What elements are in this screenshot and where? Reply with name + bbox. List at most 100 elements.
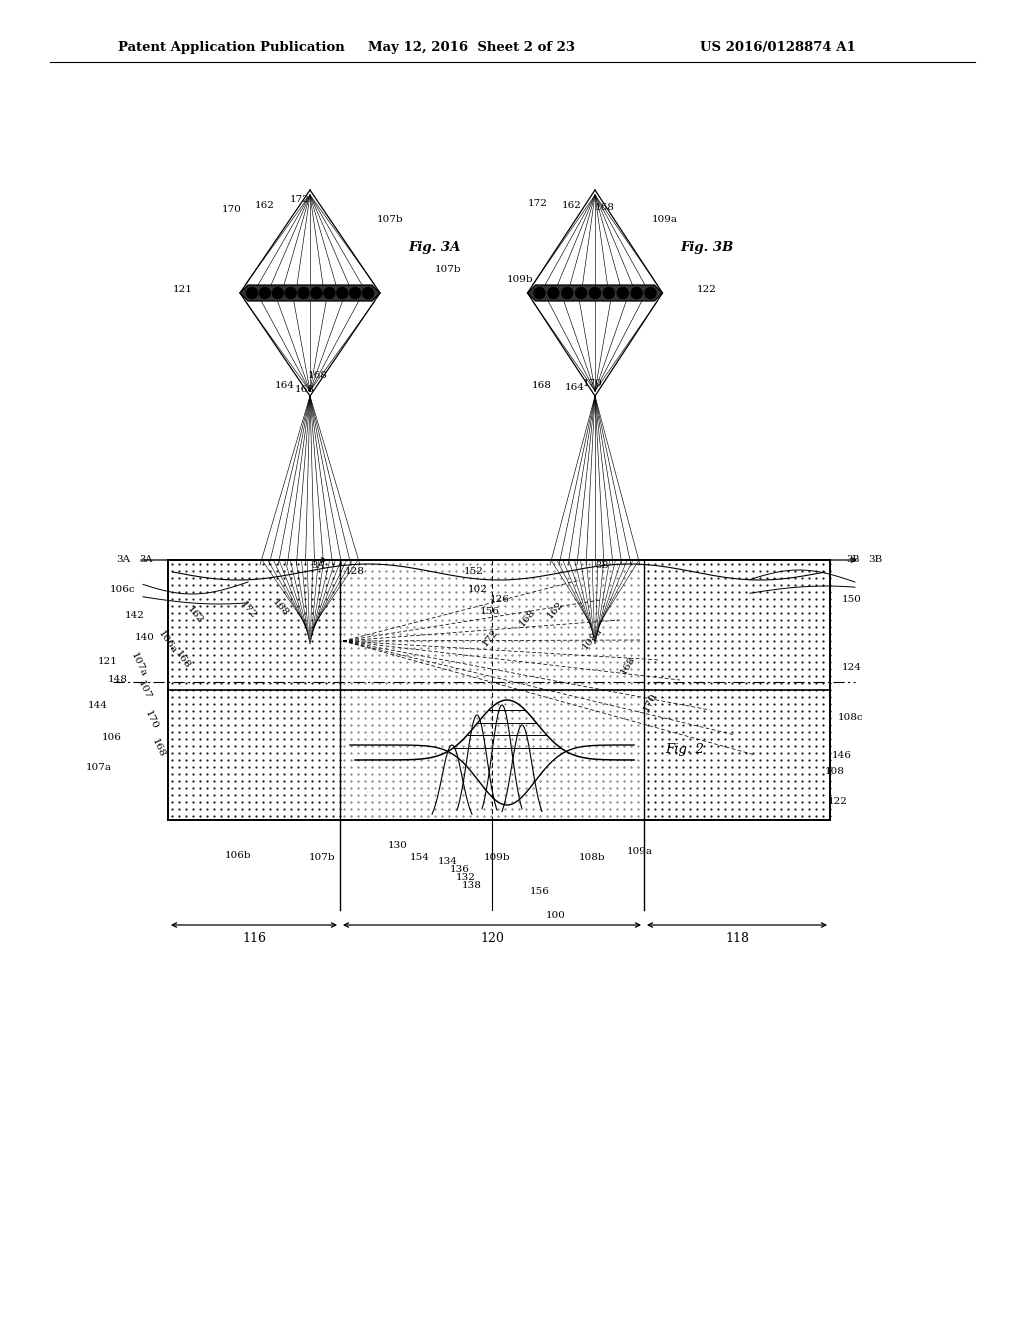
Text: 154: 154 xyxy=(410,854,430,862)
Text: 172: 172 xyxy=(290,195,310,205)
Text: 108a: 108a xyxy=(581,626,604,651)
Circle shape xyxy=(311,288,322,298)
Text: 122: 122 xyxy=(697,285,717,294)
Text: 3B: 3B xyxy=(595,561,608,570)
Text: 124: 124 xyxy=(842,664,862,672)
Text: 108: 108 xyxy=(825,767,845,776)
Text: 100: 100 xyxy=(546,911,566,920)
Circle shape xyxy=(247,288,257,298)
Text: 107b: 107b xyxy=(377,215,403,224)
Text: 168: 168 xyxy=(295,385,315,395)
Text: 121: 121 xyxy=(98,657,118,667)
Text: 102: 102 xyxy=(468,586,488,594)
Text: 168: 168 xyxy=(308,371,328,380)
Circle shape xyxy=(590,288,600,298)
Text: 107b: 107b xyxy=(434,265,462,275)
Text: 107: 107 xyxy=(136,678,153,701)
Text: 168: 168 xyxy=(618,655,637,676)
Text: 130: 130 xyxy=(388,841,408,850)
Text: 138: 138 xyxy=(462,880,482,890)
Circle shape xyxy=(349,288,360,298)
Circle shape xyxy=(575,288,587,298)
Text: 106b: 106b xyxy=(224,850,251,859)
Circle shape xyxy=(324,288,335,298)
Circle shape xyxy=(534,288,545,298)
Text: May 12, 2016  Sheet 2 of 23: May 12, 2016 Sheet 2 of 23 xyxy=(368,41,575,54)
Polygon shape xyxy=(527,285,663,301)
Polygon shape xyxy=(240,285,380,301)
Circle shape xyxy=(548,288,559,298)
Text: 156: 156 xyxy=(530,887,550,896)
Text: Fig. 3B: Fig. 3B xyxy=(680,242,733,255)
Text: 106a: 106a xyxy=(156,628,178,655)
Text: 148: 148 xyxy=(109,676,128,685)
Circle shape xyxy=(259,288,270,298)
Text: 3A: 3A xyxy=(138,556,152,565)
Text: 170: 170 xyxy=(641,692,658,713)
Circle shape xyxy=(617,288,629,298)
Circle shape xyxy=(272,288,284,298)
Text: 3B: 3B xyxy=(868,556,883,565)
Text: 109b: 109b xyxy=(483,854,510,862)
Text: 170: 170 xyxy=(583,379,603,388)
Text: US 2016/0128874 A1: US 2016/0128874 A1 xyxy=(700,41,856,54)
Text: 156: 156 xyxy=(480,607,500,616)
Text: 162: 162 xyxy=(185,605,205,626)
Circle shape xyxy=(645,288,656,298)
Text: 107b: 107b xyxy=(308,854,335,862)
Text: 107a: 107a xyxy=(86,763,112,772)
Text: 3A: 3A xyxy=(311,561,325,570)
Text: 3A: 3A xyxy=(116,556,130,565)
Text: 172: 172 xyxy=(239,599,258,620)
Text: 146: 146 xyxy=(831,751,852,759)
Text: Fig. 3A: Fig. 3A xyxy=(408,242,461,255)
Text: 136: 136 xyxy=(451,866,470,874)
Text: 142: 142 xyxy=(125,610,145,619)
Text: 152: 152 xyxy=(464,568,484,577)
Text: 164: 164 xyxy=(565,384,585,392)
Text: 106: 106 xyxy=(102,734,122,742)
Text: 172: 172 xyxy=(528,198,548,207)
Text: 118: 118 xyxy=(725,932,749,945)
Text: 109b: 109b xyxy=(507,276,534,285)
Text: 170: 170 xyxy=(222,206,242,214)
Text: 150: 150 xyxy=(842,595,862,605)
Text: 134: 134 xyxy=(438,858,458,866)
Text: 168: 168 xyxy=(517,607,537,628)
Text: 140: 140 xyxy=(135,634,155,643)
Text: 108c: 108c xyxy=(838,714,863,722)
Text: 164: 164 xyxy=(275,380,295,389)
Text: 170: 170 xyxy=(143,709,160,731)
Text: 168: 168 xyxy=(151,737,167,759)
Text: 106c: 106c xyxy=(110,586,135,594)
Text: 168: 168 xyxy=(595,203,615,213)
Text: Fig. 2: Fig. 2 xyxy=(665,743,703,756)
Text: 116: 116 xyxy=(242,932,266,945)
Text: 168: 168 xyxy=(270,598,290,618)
Circle shape xyxy=(631,288,642,298)
Circle shape xyxy=(562,288,572,298)
Text: 128: 128 xyxy=(345,568,365,577)
Circle shape xyxy=(603,288,614,298)
Text: 121: 121 xyxy=(173,285,193,294)
Text: 3B: 3B xyxy=(846,556,859,565)
Text: 162: 162 xyxy=(545,599,565,620)
Text: 168: 168 xyxy=(173,649,193,671)
Circle shape xyxy=(285,288,296,298)
Text: 162: 162 xyxy=(562,201,582,210)
Circle shape xyxy=(337,288,348,298)
Text: 132: 132 xyxy=(456,874,476,883)
Text: 107a: 107a xyxy=(129,651,148,678)
Text: 109a: 109a xyxy=(627,847,653,857)
Text: 168: 168 xyxy=(532,380,552,389)
Text: 122: 122 xyxy=(828,797,848,807)
Text: 126: 126 xyxy=(490,595,510,605)
Text: 120: 120 xyxy=(480,932,504,945)
Text: 108b: 108b xyxy=(579,854,605,862)
Text: 172: 172 xyxy=(480,627,500,648)
Text: Patent Application Publication: Patent Application Publication xyxy=(118,41,345,54)
Text: 109a: 109a xyxy=(652,215,678,224)
Text: 144: 144 xyxy=(88,701,108,710)
Circle shape xyxy=(362,288,374,298)
Circle shape xyxy=(298,288,309,298)
